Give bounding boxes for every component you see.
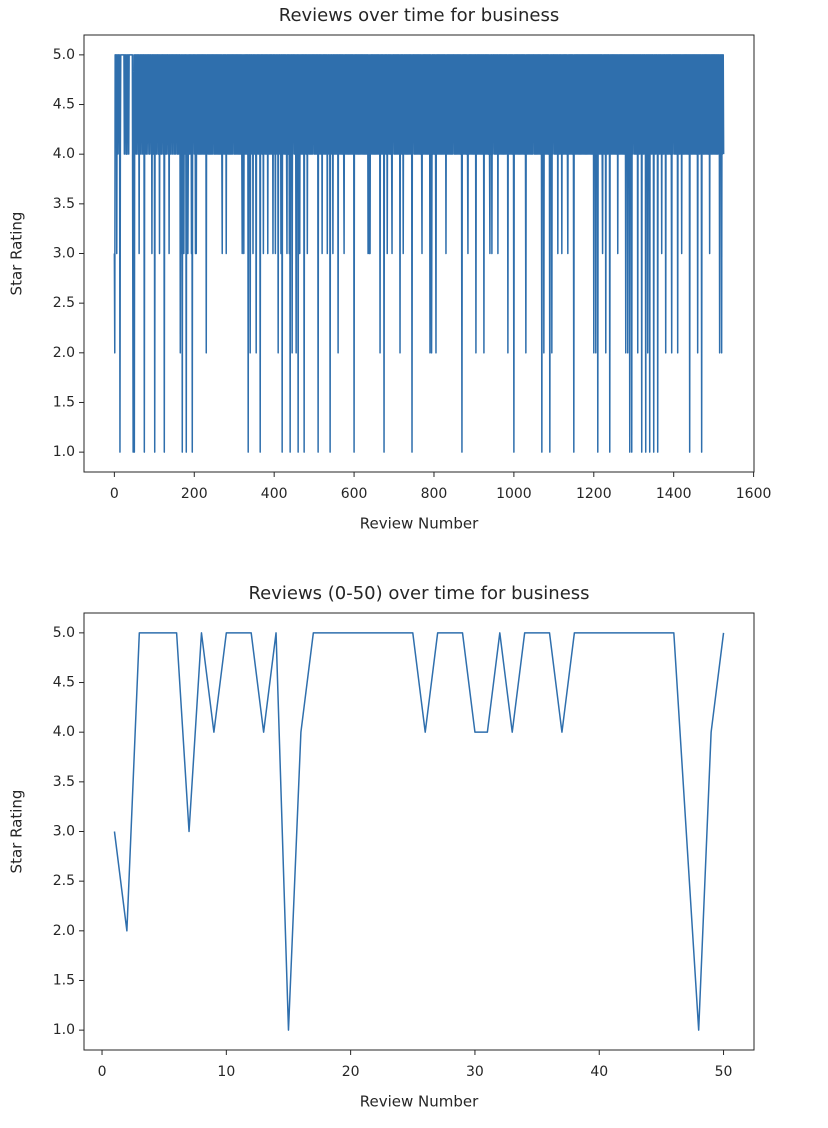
x-tick-label: 20 [342,1064,360,1080]
x-tick-label: 600 [341,486,368,502]
x-tick-label: 10 [217,1064,235,1080]
x-tick-label: 30 [466,1064,484,1080]
x-tick-label: 1000 [496,486,532,502]
y-tick-label: 3.5 [53,774,75,790]
y-tick-label: 2.5 [53,295,75,311]
y-axis-label: Star Rating [8,212,26,296]
x-axis-label: Review Number [360,515,479,533]
y-tick-label: 3.0 [53,824,75,840]
y-tick-label: 4.5 [53,675,75,691]
x-tick-label: 1600 [736,486,772,502]
y-tick-label: 1.5 [53,972,75,988]
y-tick-label: 5.0 [53,47,75,63]
y-tick-label: 4.0 [53,146,75,162]
x-tick-label: 0 [110,486,119,502]
y-tick-label: 4.0 [53,724,75,740]
data-line [113,632,725,1031]
y-tick-label: 3.5 [53,196,75,212]
plot-area [113,632,725,1031]
data-line [113,54,725,453]
x-tick-label: 0 [98,1064,107,1080]
y-axis-label: Star Rating [8,790,26,874]
y-tick-label: 4.5 [53,97,75,113]
x-tick-label: 40 [590,1064,608,1080]
chart-title: Reviews (0-50) over time for business [248,583,589,604]
x-tick-label: 50 [715,1064,733,1080]
x-tick-label: 200 [181,486,208,502]
y-tick-label: 5.0 [53,625,75,641]
y-tick-label: 1.0 [53,444,75,460]
chart-title: Reviews over time for business [279,5,560,26]
y-tick-label: 2.0 [53,923,75,939]
y-tick-label: 3.0 [53,246,75,262]
plot-area [113,54,725,453]
x-tick-label: 1200 [576,486,612,502]
y-tick-label: 1.0 [53,1022,75,1038]
x-tick-label: 800 [421,486,448,502]
y-tick-label: 1.5 [53,394,75,410]
y-tick-label: 2.0 [53,345,75,361]
x-tick-label: 400 [261,486,288,502]
x-axis-label: Review Number [360,1093,479,1111]
x-tick-label: 1400 [656,486,692,502]
chart: Reviews over time for business Review Num… [8,5,772,533]
chart: Reviews (0-50) over time for business Rev… [8,583,755,1111]
y-tick-label: 2.5 [53,873,75,889]
